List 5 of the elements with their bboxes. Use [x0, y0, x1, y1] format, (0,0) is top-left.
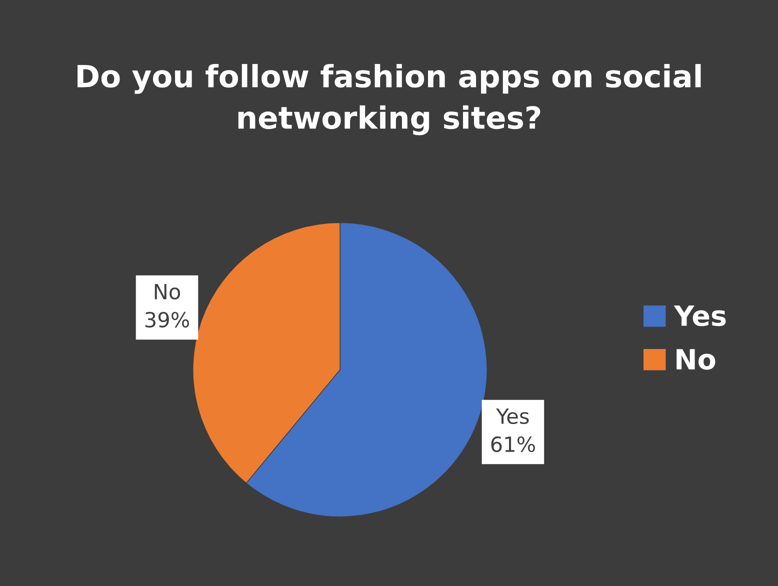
legend-label: Yes: [674, 306, 726, 326]
data-label: No 39%: [145, 284, 190, 328]
chart-title: Do you follow fashion apps on social networking sites?: [78, 64, 701, 136]
data-label: Yes 61%: [491, 408, 535, 452]
legend-label: No: [676, 349, 716, 370]
